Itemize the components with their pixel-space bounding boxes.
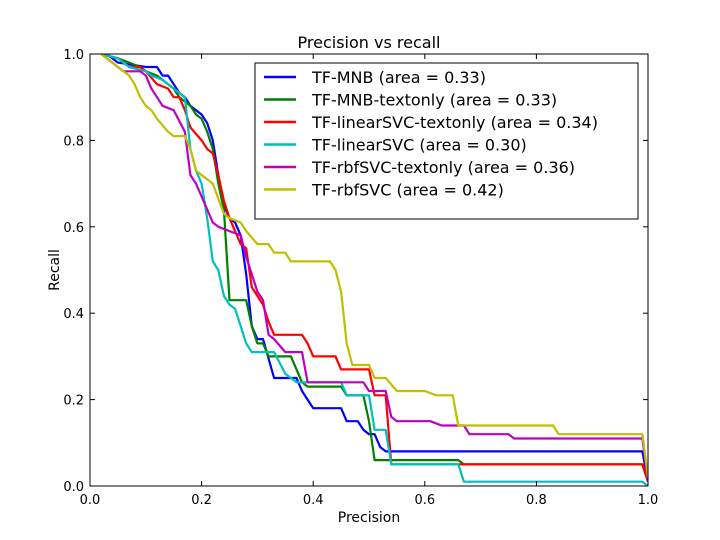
legend-entry: TF-linearSVC (area = 0.30)	[311, 136, 527, 155]
y-tick-label: 0.2	[63, 394, 84, 409]
y-tick-label: 0.6	[63, 221, 84, 236]
x-tick-label: 0.4	[303, 493, 324, 508]
y-tick-label: 1.0	[63, 48, 84, 63]
legend-entry: TF-rbfSVC-textonly (area = 0.36)	[311, 158, 575, 177]
y-tick-label: 0.4	[63, 307, 84, 322]
x-axis-label: Precision	[338, 510, 400, 526]
y-axis-label: Recall	[47, 249, 63, 291]
y-tick-label: 0.8	[63, 134, 84, 149]
series-line	[100, 54, 648, 478]
series-line	[100, 54, 648, 482]
x-tick-label: 0.8	[526, 493, 547, 508]
series-layer	[100, 54, 648, 486]
series-line	[100, 54, 648, 486]
legend-entry: TF-MNB-textonly (area = 0.33)	[311, 91, 557, 110]
legend-entry: TF-linearSVC-textonly (area = 0.34)	[311, 113, 598, 132]
legend-entry: TF-rbfSVC (area = 0.42)	[311, 181, 504, 200]
series-line	[106, 54, 648, 482]
x-tick-label: 1.0	[638, 493, 659, 508]
x-tick-label: 0.6	[414, 493, 435, 508]
chart-title: Precision vs recall	[298, 33, 441, 52]
y-tick-label: 0.0	[63, 480, 84, 495]
series-line	[100, 54, 648, 483]
x-tick-label: 0.0	[80, 493, 101, 508]
plot-frame	[89, 53, 649, 487]
legend: TF-MNB (area = 0.33) TF-MNB-textonly (are…	[254, 62, 639, 220]
x-tick-label: 0.2	[191, 493, 212, 508]
legend-entry: TF-MNB (area = 0.33)	[311, 68, 486, 87]
legend-box	[254, 62, 639, 220]
